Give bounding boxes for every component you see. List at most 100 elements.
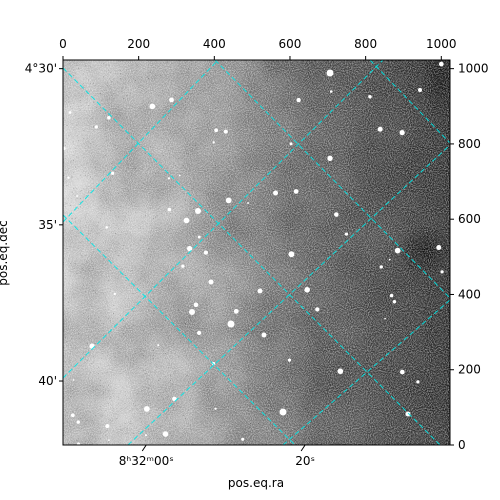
dec-grid-line <box>63 214 296 445</box>
star <box>67 176 70 179</box>
star <box>304 287 310 293</box>
left-dec-axis: 4°30' 35' 40' <box>25 62 63 388</box>
star <box>68 111 72 114</box>
bright-star <box>405 411 411 417</box>
star <box>108 439 110 442</box>
star <box>183 217 190 224</box>
star <box>379 265 383 269</box>
star <box>438 61 444 67</box>
top-tick-label: 400 <box>203 37 226 51</box>
star <box>212 141 215 144</box>
star <box>233 308 239 314</box>
right-tick-label: 600 <box>458 212 481 226</box>
star <box>315 307 320 312</box>
image-frame <box>62 59 451 446</box>
star <box>181 264 185 268</box>
left-tick-label: 40' <box>38 374 57 388</box>
right-pixel-axis: 0 200 400 600 800 1000 <box>450 62 489 452</box>
coordinate-grid <box>63 60 450 445</box>
star <box>399 129 405 136</box>
dec-grid-line <box>369 60 450 144</box>
star <box>214 407 217 410</box>
star <box>76 442 81 445</box>
top-tick-label: 1000 <box>426 37 457 51</box>
star <box>416 380 420 384</box>
bottom-tick <box>141 444 147 452</box>
right-tick-label: 200 <box>458 363 481 377</box>
star <box>172 396 177 402</box>
star <box>436 245 442 251</box>
top-tick-label: 800 <box>354 37 377 51</box>
star <box>94 125 98 129</box>
star <box>329 90 333 93</box>
bright-star <box>261 332 267 338</box>
star <box>157 344 160 347</box>
top-tick-label: 600 <box>279 37 302 51</box>
star <box>400 369 405 375</box>
right-tick-label: 0 <box>458 438 466 452</box>
star <box>287 358 292 362</box>
star <box>144 434 148 437</box>
right-tick-label: 800 <box>458 137 481 151</box>
star <box>193 302 199 308</box>
right-tick-label: 400 <box>458 287 481 301</box>
star <box>327 155 333 162</box>
y-axis-title: pos.eq.dec <box>0 220 10 285</box>
star <box>169 97 174 103</box>
star <box>203 250 209 255</box>
star <box>196 330 202 336</box>
x-axis-title: pos.eq.ra <box>228 476 284 490</box>
top-tick-label: 0 <box>59 37 67 51</box>
left-tick-label: 35' <box>38 218 57 232</box>
star <box>149 103 156 110</box>
bottom-ra-axis: 8ʰ32ᵐ00ˢ 20ˢ <box>119 444 315 468</box>
top-pixel-axis: 0 200 400 600 800 1000 <box>59 37 457 60</box>
bright-star <box>279 408 287 416</box>
star <box>394 247 401 254</box>
star <box>368 95 372 99</box>
ra-grid-line <box>282 299 450 445</box>
ra-grid-line <box>63 60 384 379</box>
star <box>105 226 109 229</box>
star <box>225 197 232 204</box>
star <box>334 212 339 217</box>
star <box>70 413 75 418</box>
star <box>288 251 295 258</box>
star <box>76 195 78 197</box>
star <box>389 293 394 298</box>
right-tick-label: 1000 <box>458 62 489 76</box>
star <box>63 146 66 151</box>
star <box>178 174 181 177</box>
star <box>388 258 391 261</box>
star <box>289 142 293 146</box>
star <box>167 207 172 212</box>
bright-star <box>189 309 195 315</box>
sky-image <box>63 60 450 445</box>
star <box>72 379 75 381</box>
star <box>107 115 111 120</box>
star <box>214 128 219 133</box>
star <box>76 420 80 424</box>
star <box>392 300 397 304</box>
left-tick-label: 4°30' <box>25 62 57 76</box>
bottom-tick <box>300 444 306 452</box>
star <box>143 406 150 412</box>
star <box>167 177 171 180</box>
star <box>223 129 228 134</box>
ra-grid-line <box>127 144 450 445</box>
star <box>377 126 383 132</box>
top-tick-label: 200 <box>127 37 150 51</box>
star <box>105 424 110 429</box>
star <box>162 431 169 437</box>
star <box>337 368 344 375</box>
bright-star <box>208 279 214 285</box>
star <box>186 245 193 252</box>
star <box>89 343 95 349</box>
star <box>197 235 201 239</box>
bright-star <box>227 320 235 328</box>
bottom-tick-label: 20ˢ <box>295 454 315 468</box>
bottom-tick-label: 8ʰ32ᵐ00ˢ <box>119 454 174 468</box>
star <box>113 292 117 296</box>
star <box>273 190 279 196</box>
